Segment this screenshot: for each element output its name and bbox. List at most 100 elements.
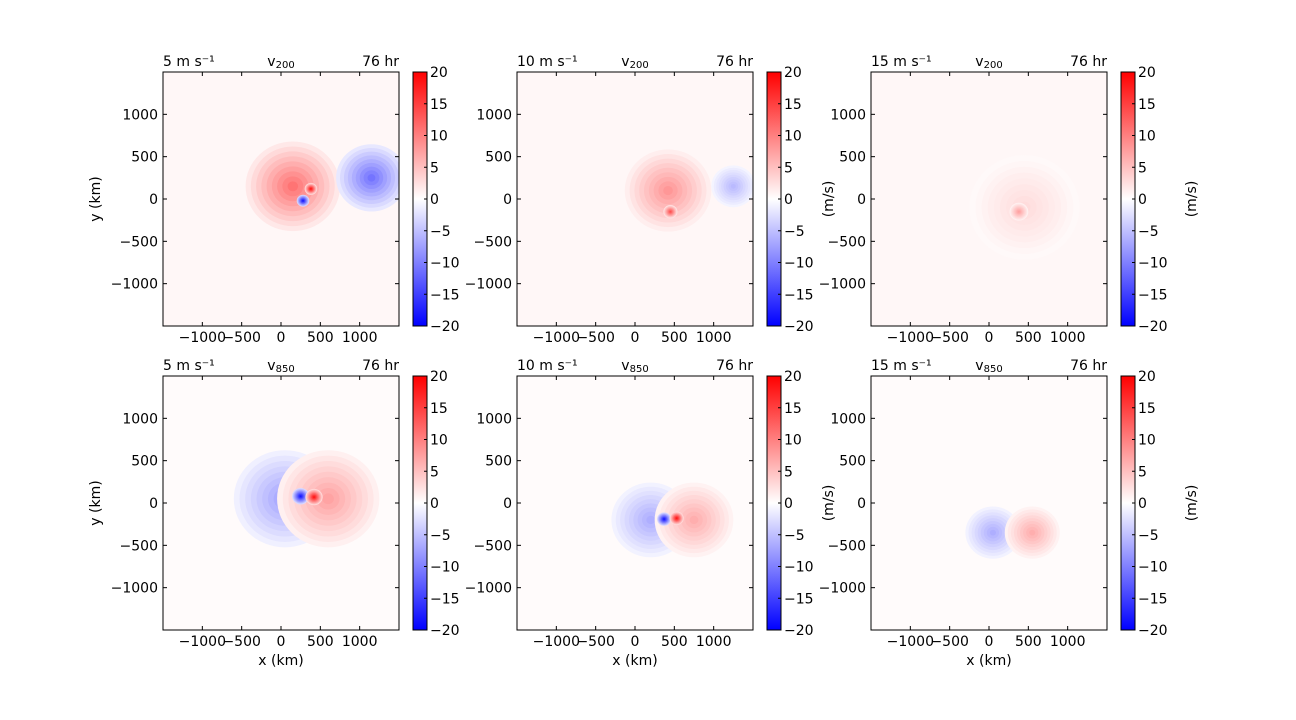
field-layer (245, 141, 399, 232)
x-tick-label: 1000 (1050, 330, 1086, 346)
feature-negative-2 (711, 165, 753, 208)
contour-ring (313, 496, 316, 498)
panel-right-title: 76 hr (716, 358, 753, 374)
x-axis-label: x (km) (612, 653, 657, 669)
colorbar-tick-label: −10 (430, 256, 460, 272)
contour-ring (299, 495, 302, 498)
y-tick-label: 0 (503, 192, 512, 208)
x-tick-label: −500 (222, 330, 260, 346)
y-tick-label: 0 (857, 192, 866, 208)
colorbar-tick-label: 10 (430, 129, 448, 145)
colorbar-tick-label: 15 (784, 97, 802, 113)
colorbar-tick-label: −15 (1138, 287, 1168, 303)
contour-ring (989, 529, 996, 536)
colorbar-tick-label: −5 (784, 528, 805, 544)
colorbar-tick-label: 20 (1138, 369, 1156, 385)
y-tick-label: −500 (120, 234, 158, 250)
panel-right-title: 76 hr (362, 54, 399, 70)
y-tick-label: 1000 (122, 411, 158, 427)
field-layer (624, 149, 753, 232)
panel-center-title: v850 (267, 358, 294, 375)
colorbar-tick-label: −15 (784, 287, 814, 303)
colorbar-tick-label: 0 (784, 192, 793, 208)
colorbar-label: (m/s) (1184, 181, 1200, 218)
colorbar-tick-label: 15 (430, 401, 448, 417)
y-tick-label: −1000 (111, 581, 158, 597)
colorbar-tick-label: 10 (1138, 433, 1156, 449)
colorbar-tick-label: −10 (430, 560, 460, 576)
contour-ring (367, 174, 376, 182)
x-tick-label: −500 (930, 330, 968, 346)
colorbar-label: (m/s) (821, 181, 837, 218)
y-tick-label: 1000 (830, 411, 866, 427)
contour-ring (730, 183, 736, 189)
x-tick-label: 500 (307, 330, 334, 346)
y-tick-label: −1000 (819, 581, 866, 597)
x-tick-label: −500 (576, 634, 614, 650)
colorbar-tick-label: 10 (784, 129, 802, 145)
colorbar-label: (m/s) (821, 485, 837, 522)
colorbar-tick-label: 5 (784, 464, 793, 480)
x-tick-label: 1000 (342, 330, 378, 346)
x-tick-label: 0 (277, 634, 286, 650)
y-tick-label: −500 (120, 538, 158, 554)
x-axis-label: x (km) (966, 653, 1011, 669)
x-tick-label: −500 (576, 330, 614, 346)
y-tick-label: −500 (828, 538, 866, 554)
panel-center-title: v200 (621, 54, 648, 71)
colorbar-tick-label: 10 (784, 433, 802, 449)
colorbar-tick-label: 0 (1138, 496, 1147, 512)
colorbar-tick-label: −5 (784, 224, 805, 240)
contour-ring (646, 515, 656, 525)
panel-left-title: 10 m s⁻¹ (517, 358, 578, 374)
colorbar-tick-label: 20 (430, 369, 448, 385)
contour-ring (322, 493, 334, 505)
y-tick-label: 1000 (476, 411, 512, 427)
x-tick-label: 0 (631, 634, 640, 650)
feature-positive-4 (669, 511, 684, 525)
colorbar-tick-label: −15 (430, 287, 460, 303)
feature-positive-3 (663, 204, 678, 219)
x-tick-label: −1000 (179, 634, 226, 650)
colorbar-tick-label: −20 (1138, 319, 1168, 335)
panel-left-title: 15 m s⁻¹ (871, 54, 932, 70)
contour-ring (287, 181, 299, 192)
colorbar-tick-label: 5 (430, 160, 439, 176)
colorbar-tick-label: −15 (430, 591, 460, 607)
panel-right-title: 76 hr (1070, 358, 1107, 374)
feature-positive-4 (305, 488, 323, 506)
colorbar-tick-label: −15 (784, 591, 814, 607)
feature-negative-3 (657, 512, 672, 526)
colorbar-tick-label: −20 (1138, 623, 1168, 639)
panel-right-title: 76 hr (362, 358, 399, 374)
colorbar-tick-label: 15 (784, 401, 802, 417)
colorbar-tick-label: 0 (430, 192, 439, 208)
feature-positive-2 (654, 482, 734, 558)
x-tick-label: 0 (985, 634, 994, 650)
x-tick-label: −500 (222, 634, 260, 650)
y-tick-label: 0 (149, 496, 158, 512)
contour-ring (663, 518, 665, 520)
contour-ring (663, 185, 673, 196)
y-tick-label: −500 (474, 234, 512, 250)
x-tick-label: 1000 (1050, 634, 1086, 650)
colorbar-tick-label: 20 (430, 65, 448, 81)
colorbar-tick-label: 15 (1138, 401, 1156, 417)
x-tick-label: −1000 (533, 330, 580, 346)
colorbar-tick-label: 5 (784, 160, 793, 176)
colorbar-tick-label: 0 (1138, 192, 1147, 208)
colorbar-tick-label: 15 (1138, 97, 1156, 113)
colorbar-tick-label: 5 (1138, 464, 1147, 480)
x-tick-label: 500 (1015, 634, 1042, 650)
colorbar-tick-label: 15 (430, 97, 448, 113)
colorbar-tick-label: 0 (430, 496, 439, 512)
feature-positive-1 (624, 149, 712, 232)
x-tick-label: −1000 (533, 634, 580, 650)
feature-negative-2 (336, 144, 399, 212)
